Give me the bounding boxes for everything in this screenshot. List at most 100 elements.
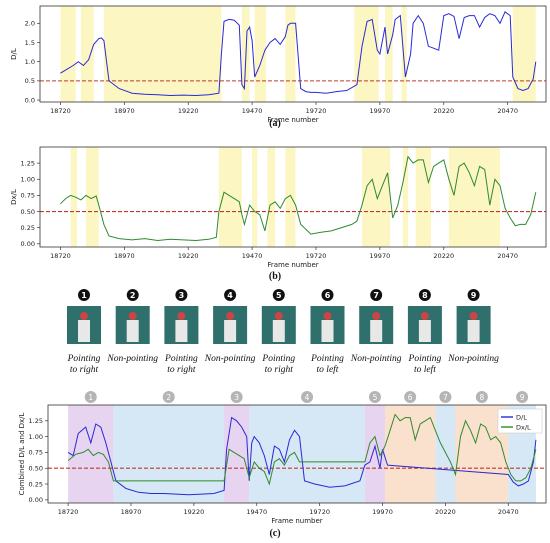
panel-b-chart: 18720 18970 19220 19470 19720 19970 20220 20470… xyxy=(10,146,547,269)
segment-number-badge xyxy=(162,391,175,403)
segment-number-badge xyxy=(230,391,243,403)
x-tick-label: 19220 xyxy=(178,252,199,260)
gesture-number: 6 xyxy=(325,291,331,300)
highlight-band xyxy=(80,6,94,102)
x-tick-label: 18970 xyxy=(121,508,142,516)
y-tick-label: 2.0 xyxy=(25,20,35,28)
series-line-0 xyxy=(67,416,537,496)
x-tick-label: 20470 xyxy=(498,508,519,516)
x-tick-label: 18720 xyxy=(58,508,79,516)
figure-head xyxy=(80,312,88,320)
x-tick-label: 19970 xyxy=(372,508,393,516)
gesture-label: Pointing to right xyxy=(261,354,295,375)
x-tick-label: 18720 xyxy=(50,252,71,260)
gesture-number-badge xyxy=(224,289,237,301)
figure-torso xyxy=(126,320,139,342)
segment-number-badge xyxy=(404,391,417,403)
figure-torso xyxy=(321,320,334,342)
gesture-number: 7 xyxy=(373,291,379,300)
figure-head xyxy=(274,312,283,320)
x-tick-label: 19220 xyxy=(184,508,205,516)
x-tick-label: 20470 xyxy=(497,252,518,260)
figure-torso xyxy=(370,320,383,342)
figure-torso xyxy=(418,320,431,342)
gesture-number-badge xyxy=(126,289,139,301)
gesture-label: Non-pointing xyxy=(106,354,158,364)
gesture-label: Non-pointing xyxy=(447,354,499,364)
highlight-band xyxy=(285,6,296,102)
y-tick-label: 0.00 xyxy=(21,240,35,248)
x-tick-label: 19470 xyxy=(246,508,267,516)
gesture-number: 5 xyxy=(276,291,282,300)
x-tick-label: 18970 xyxy=(114,252,135,260)
y-tick-label: 0.50 xyxy=(29,465,43,473)
panel-b-caption: (b) xyxy=(269,271,281,282)
y-tick-label: 0.50 xyxy=(21,208,35,216)
highlight-band xyxy=(401,6,407,102)
highlight-band xyxy=(285,147,296,247)
highlight-band xyxy=(86,147,99,247)
figure-head xyxy=(372,312,381,320)
y-tick-label: 1.25 xyxy=(29,417,43,425)
x-tick-label: 20220 xyxy=(435,508,456,516)
x-tick-label: 20220 xyxy=(433,252,454,260)
figure-torso xyxy=(224,320,237,342)
x-tick-label: 19970 xyxy=(370,107,391,115)
y-tick-label: 0.5 xyxy=(25,77,35,85)
legend-entry: Dx/L xyxy=(516,423,531,431)
figure-head xyxy=(226,312,235,320)
figure-head xyxy=(469,312,478,320)
x-tick-label: 19220 xyxy=(178,107,199,115)
segment-number-label: 3 xyxy=(234,393,239,402)
segment-number-label: 9 xyxy=(520,393,525,402)
highlight-band xyxy=(252,147,258,247)
gesture-label: Pointing to left xyxy=(408,354,442,375)
figure-torso xyxy=(467,320,480,342)
y-tick-label: 0.75 xyxy=(21,192,35,200)
segment-number-label: 2 xyxy=(166,393,171,402)
x-axis-label: Frame number xyxy=(267,116,318,124)
segment-number-badge xyxy=(516,391,529,403)
segment-number-badge xyxy=(475,391,488,403)
x-axis-label: Frame number xyxy=(267,261,318,269)
gesture-number: 8 xyxy=(422,291,428,300)
y-axis-label: Dx/L xyxy=(10,189,18,205)
gesture-number: 4 xyxy=(227,291,233,300)
x-tick-label: 20220 xyxy=(433,107,454,115)
segment-number-label: 7 xyxy=(443,393,448,402)
y-tick-label: 0.0 xyxy=(25,96,35,104)
highlight-band xyxy=(402,147,408,247)
segment-number-badge xyxy=(84,391,97,403)
segment-number-label: 6 xyxy=(408,393,413,402)
y-tick-label: 0.25 xyxy=(29,480,43,488)
segment-number-label: 8 xyxy=(479,393,484,402)
figure-torso xyxy=(272,320,285,342)
highlight-band xyxy=(267,147,276,247)
gesture-segment-band xyxy=(435,405,456,503)
highlight-band xyxy=(415,147,431,247)
highlight-band xyxy=(354,6,379,102)
gesture-segment-band xyxy=(68,405,114,503)
gesture-number-badge xyxy=(321,289,334,301)
y-tick-label: 0.25 xyxy=(21,224,35,232)
segment-number-label: 4 xyxy=(305,393,310,402)
series-line-0 xyxy=(60,155,537,242)
highlight-band xyxy=(385,6,393,102)
figure-head xyxy=(323,312,332,320)
gesture-row: 1 Pointing to right 2 Non-pointing 3 Pointing t… xyxy=(67,289,499,375)
gesture-number-badge xyxy=(467,289,480,301)
x-tick-label: 19970 xyxy=(370,252,391,260)
y-tick-label: 1.00 xyxy=(29,433,43,441)
x-tick-label: 19720 xyxy=(306,252,327,260)
gesture-number: 1 xyxy=(81,291,87,300)
panel-c-chart: 1 2 3 4 5 6 7 8 9 18720 18970 19220 19470 19720 19970 2… xyxy=(18,391,547,525)
segment-number-badge xyxy=(368,391,381,403)
gesture-label: Pointing to left xyxy=(310,354,344,375)
highlight-band xyxy=(103,6,222,102)
segment-number-badge xyxy=(301,391,314,403)
gesture-number-badge xyxy=(78,289,90,301)
plot-frame xyxy=(47,404,547,504)
plot-frame xyxy=(39,146,547,248)
figure-head xyxy=(420,312,429,320)
